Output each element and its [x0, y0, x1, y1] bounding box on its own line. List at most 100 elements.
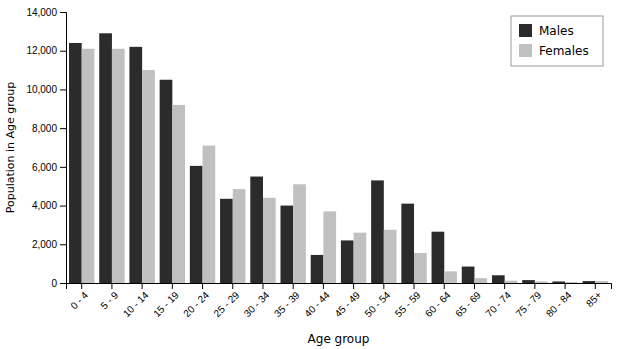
y-tick-mark: [60, 51, 66, 52]
x-tick-label: 25 - 29: [211, 289, 241, 319]
legend-swatch: [519, 44, 532, 57]
legend-label: Females: [539, 44, 589, 58]
bar-series: [82, 49, 608, 283]
x-tick: 55 - 59: [393, 283, 423, 319]
bar: [565, 282, 578, 283]
bar: [172, 105, 185, 283]
y-tick: 14,000: [26, 7, 66, 18]
bar: [552, 281, 565, 283]
bar: [129, 47, 142, 283]
x-tick: 0 - 4: [68, 283, 90, 311]
bar: [203, 146, 216, 283]
legend: Males Females: [511, 16, 603, 66]
bar: [414, 253, 427, 283]
bar: [220, 199, 233, 283]
y-tick-mark: [60, 283, 66, 284]
y-tick-mark: [60, 89, 66, 90]
y-tick-mark: [60, 128, 66, 129]
bars: [69, 33, 608, 283]
x-tick: 40 - 44: [302, 283, 332, 319]
y-tick-label: 12,000: [26, 45, 57, 56]
bar: [595, 281, 608, 283]
x-tick-mark: [142, 283, 143, 289]
y-tick: 10,000: [26, 84, 66, 95]
bar: [341, 240, 354, 283]
x-tick: 10 - 14: [121, 283, 151, 319]
bar: [293, 184, 306, 283]
bar: [190, 166, 203, 283]
bar: [263, 198, 276, 283]
x-tick-label: 50 - 54: [363, 289, 393, 319]
y-tick: 0: [51, 278, 66, 289]
x-tick-label: 45 - 49: [332, 289, 362, 319]
bar: [82, 49, 95, 283]
x-tick-mark: [444, 283, 445, 289]
x-tick-mark: [353, 283, 354, 289]
bar: [583, 281, 596, 283]
bar: [160, 80, 173, 283]
bar: [462, 267, 475, 283]
x-tick-label: 20 - 24: [181, 289, 211, 319]
x-tick: 85+: [584, 283, 604, 309]
y-axis-line: [60, 13, 67, 284]
legend-label: Males: [539, 24, 574, 38]
x-axis: 0 - 4 5 - 910 - 1415 - 1920 - 2425 - 2930…: [67, 283, 612, 319]
legend-swatch: [519, 24, 532, 37]
y-tick-label: 2,000: [32, 239, 57, 250]
x-tick: 70 - 74: [483, 283, 513, 319]
x-tick-label: 15 - 19: [151, 289, 181, 319]
bar: [311, 255, 324, 283]
bar: [250, 177, 263, 283]
x-tick: 50 - 54: [363, 283, 393, 319]
bar: [505, 281, 518, 283]
x-tick-mark: [81, 283, 82, 289]
x-tick: 35 - 39: [272, 283, 302, 319]
bar: [142, 70, 155, 283]
x-tick-label: 5 - 9: [98, 289, 120, 311]
x-tick: 25 - 29: [211, 283, 241, 319]
legend-item: Males: [519, 24, 574, 38]
x-tick-mark: [534, 283, 535, 289]
x-tick: 5 - 9: [98, 283, 120, 311]
plot: 02,0004,0006,0008,00010,00012,00014,0000…: [26, 7, 611, 319]
x-tick-mark: [383, 283, 384, 289]
x-tick-label: 55 - 59: [393, 289, 423, 319]
bar: [384, 230, 397, 283]
y-tick-label: 4,000: [32, 200, 57, 211]
bar: [280, 206, 293, 283]
bar: [474, 278, 487, 283]
y-tick: 2,000: [32, 239, 66, 250]
y-tick-label: 6,000: [32, 162, 57, 173]
x-tick-label: 35 - 39: [272, 289, 302, 319]
y-tick-mark: [60, 244, 66, 245]
x-tick-mark: [111, 283, 112, 289]
legend-item: Females: [519, 44, 589, 58]
y-tick: 12,000: [26, 45, 66, 56]
x-tick-label: 75 - 79: [514, 289, 544, 319]
x-tick-mark: [414, 283, 415, 289]
bar: [69, 43, 82, 283]
x-tick-label: 10 - 14: [121, 289, 151, 319]
x-tick-mark: [172, 283, 173, 289]
y-tick-label: 8,000: [32, 123, 57, 134]
y-tick: 8,000: [32, 123, 66, 134]
y-axis: 0 2,000 4,000 6,000 8,000 10,000 12,000 14,000: [26, 7, 66, 289]
x-tick-label: 70 - 74: [483, 289, 513, 319]
chart: 02,0004,0006,0008,00010,00012,00014,0000…: [0, 0, 625, 349]
x-tick-mark: [504, 283, 505, 289]
y-tick-label: 10,000: [26, 84, 57, 95]
x-tick: 65 - 69: [453, 283, 483, 319]
x-tick-label: 40 - 44: [302, 289, 332, 319]
x-tick: 80 - 84: [544, 283, 574, 319]
bar: [323, 211, 336, 283]
x-tick: 30 - 34: [242, 283, 272, 319]
bar: [492, 275, 505, 283]
x-tick: 45 - 49: [332, 283, 362, 319]
y-tick-label: 14,000: [26, 7, 57, 18]
x-tick-mark: [595, 283, 596, 289]
x-tick-label: 65 - 69: [453, 289, 483, 319]
legend-frame: [511, 16, 603, 66]
bar: [444, 271, 457, 283]
bar: [112, 49, 125, 283]
bar: [233, 189, 246, 283]
